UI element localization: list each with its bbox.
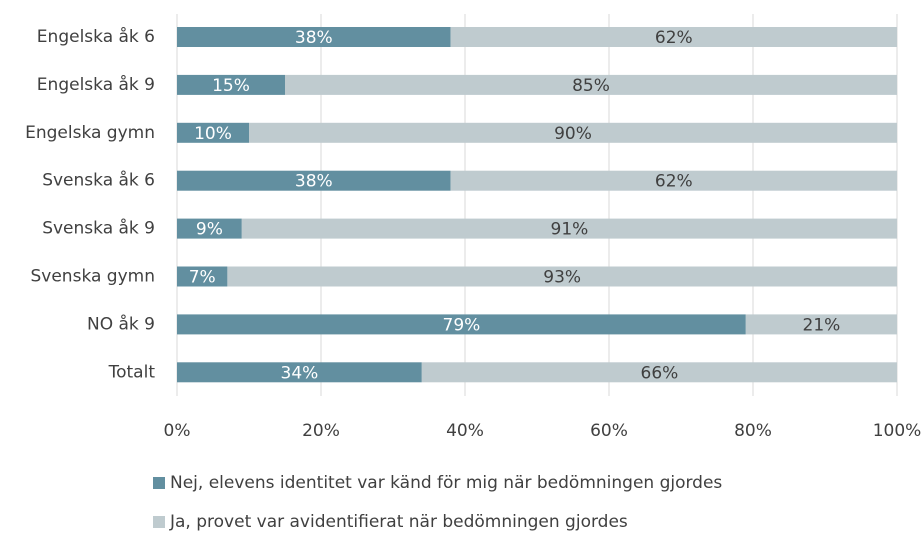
data-label: 93% [543,268,581,288]
data-label: 62% [655,172,693,192]
data-label: 79% [443,315,481,335]
legend-swatch [153,477,165,489]
bar-segment [227,266,897,287]
bar-segment [177,266,228,287]
bar-segment [450,27,897,47]
y-tick-label: Svenska gymn [31,267,156,287]
data-label: 15% [212,76,250,96]
legend-swatch [153,516,165,528]
data-label: 7% [189,268,216,288]
bar-segment [745,314,897,335]
y-tick-label: Engelska gymn [25,123,155,143]
data-label: 90% [554,124,592,144]
y-tick-label: Totalt [108,362,156,382]
x-tick-label: 80% [734,421,772,441]
bar-segment [241,218,898,239]
legend-label: Ja, provet var avidentifierat när bedömn… [169,512,628,532]
x-tick-label: 20% [302,421,340,441]
y-tick-label: Svenska åk 9 [42,218,155,239]
data-label: 91% [551,220,589,240]
bar-segment [285,74,897,95]
data-label: 9% [196,220,223,240]
bar-segment [177,122,249,143]
x-tick-label: 60% [590,421,628,441]
bar-segment [177,74,285,95]
data-label: 85% [572,76,610,96]
data-label: 62% [655,28,693,48]
bar-segment [177,362,422,383]
x-tick-label: 0% [164,421,191,441]
x-tick-label: 100% [873,421,922,441]
y-tick-label: Engelska åk 9 [37,74,155,95]
data-label: 34% [281,363,319,383]
bar-segment [177,218,242,239]
bar-segment [177,27,451,47]
data-label: 38% [295,172,333,192]
bar-segment [421,362,897,383]
y-tick-label: Svenska åk 6 [42,170,155,191]
bar-segment [450,170,897,191]
data-label: 21% [803,315,841,335]
y-tick-label: NO åk 9 [87,313,155,334]
data-label: 66% [641,363,679,383]
bar-segment [177,170,451,191]
y-tick-label: Engelska åk 6 [37,26,155,47]
x-tick-label: 40% [446,421,484,441]
bar-segment [249,122,897,143]
data-label: 10% [194,124,232,144]
bar-segment [177,314,746,335]
legend-label: Nej, elevens identitet var känd för mig … [170,473,722,493]
data-label: 38% [295,28,333,48]
